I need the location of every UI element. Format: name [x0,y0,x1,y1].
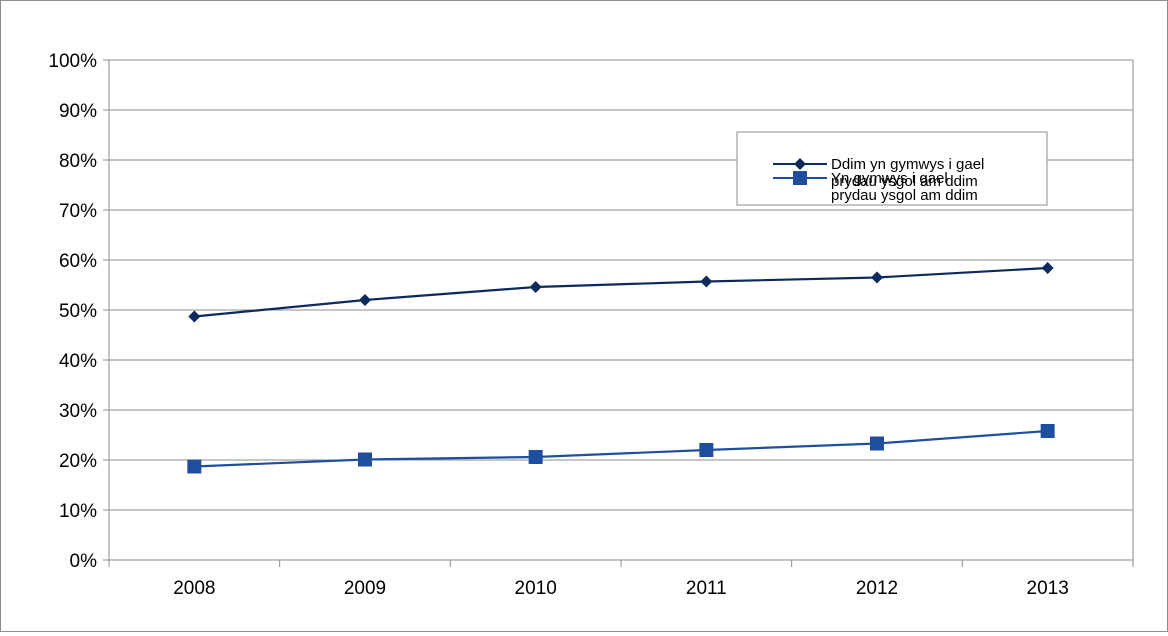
x-tick-label: 2008 [173,578,215,599]
y-tick-label: 0% [70,551,98,572]
legend-label: prydau ysgol am ddim [831,173,978,190]
diamond-marker [794,158,806,170]
x-tick-labels: 2008 2009 2010 2011 2012 2013 [173,578,1069,599]
gridlines [109,59,1133,511]
square-marker [358,452,372,467]
square-marker [528,450,543,464]
x-tick-label: 2011 [686,578,727,599]
x-tick-label: 2012 [856,578,898,599]
y-tick-label: 40% [59,351,97,372]
series-1 [188,262,1054,323]
y-tick-label: 50% [59,301,97,322]
y-tick-label: 80% [59,151,97,172]
x-tick-label: 2013 [1027,578,1069,599]
square-marker [699,443,714,457]
x-tick-label: 2009 [344,578,386,599]
square-marker [1040,424,1055,438]
y-tick-labels: 0% 10% 20% 30% 40% 50% 60% 70% 80% 90% 100% [48,51,97,572]
square-marker [870,436,884,451]
series-line [194,429,1048,468]
y-tick-label: 70% [59,201,97,222]
diamond-marker [871,271,883,284]
y-tick-label: 90% [59,101,97,122]
diamond-marker [359,294,371,306]
legend-box [736,131,1048,206]
diamond-marker [188,310,201,323]
square-marker [187,459,202,474]
series-2 [187,424,1055,474]
y-tick-label: 10% [59,501,97,522]
square-marker [793,171,807,185]
legend-label: Yn gymwys i gael [831,170,948,187]
y-tick-label: 60% [59,251,97,272]
diamond-marker [700,275,713,288]
y-tick-label: 100% [48,51,97,72]
y-tick-label: 30% [59,401,97,422]
x-tick-label: 2010 [515,578,557,599]
diamond-marker [529,281,542,293]
legend-label: Ddim yn gymwys i gael [831,156,984,173]
series-line [194,266,1048,318]
legend-label: prydau ysgol am ddim [831,187,978,204]
series-group [187,262,1055,474]
axes [103,59,1134,567]
y-tick-label: 20% [59,451,97,472]
diamond-marker [1041,262,1054,274]
